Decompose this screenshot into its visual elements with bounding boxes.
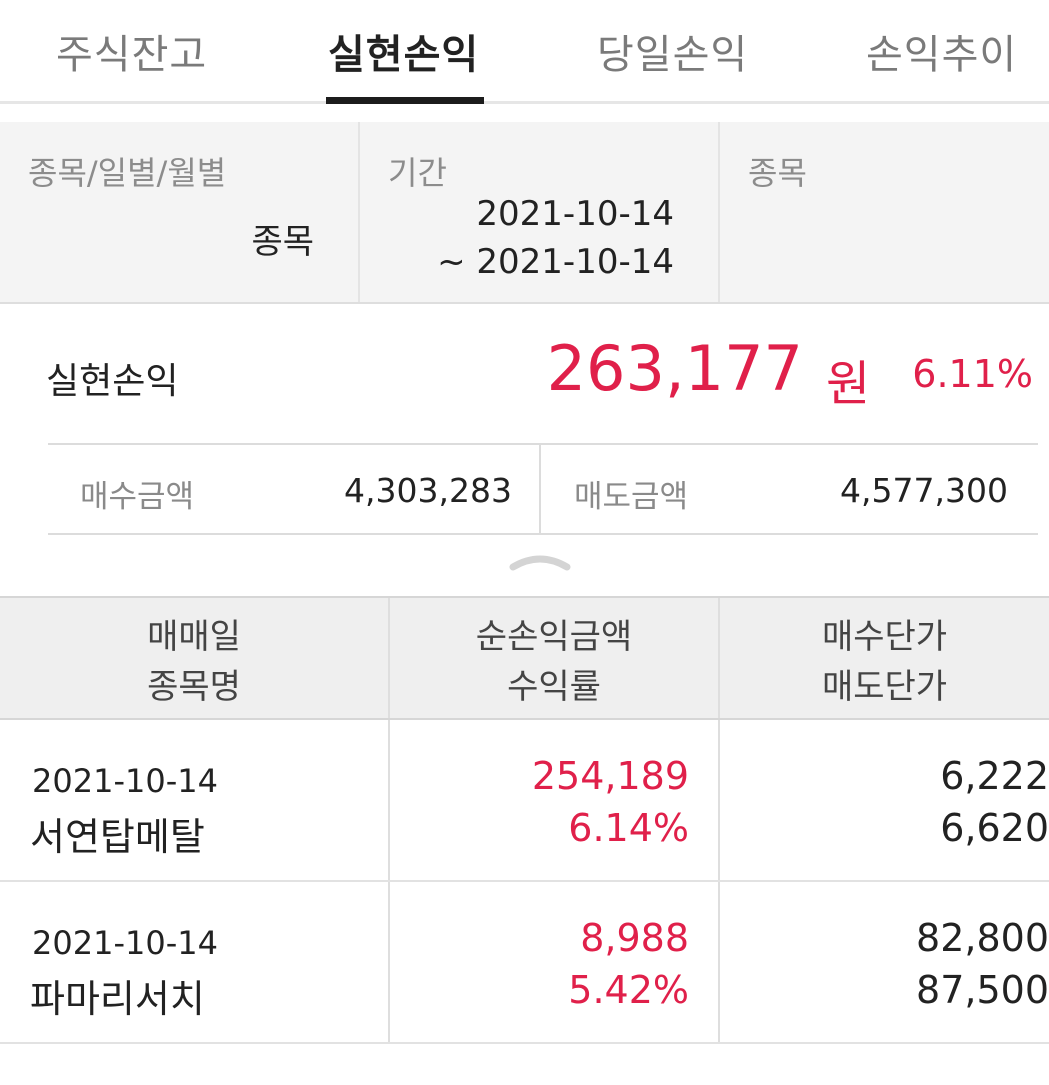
row-return-rate: 5.42%: [568, 968, 689, 1012]
amounts-divider: [539, 445, 541, 533]
column-divider: [388, 882, 390, 1042]
header-sell-price: 매도단가: [821, 667, 948, 707]
filter-divider: [718, 122, 720, 302]
row-stock-name: 서연탑메탈: [30, 815, 205, 859]
realized-pnl-amount: 263,177: [546, 332, 803, 405]
table-row[interactable]: 2021-10-14 서연탑메탈 254,189 6.14% 6,222 6,6…: [0, 720, 1049, 882]
filter-type-selector[interactable]: 종목/일별/월별 종목: [0, 122, 358, 302]
row-net-profit: 254,189: [531, 754, 689, 798]
header-buy-price: 매수단가: [821, 617, 948, 657]
table-row[interactable]: 2021-10-14 파마리서치 8,988 5.42% 82,800 87,5…: [0, 882, 1049, 1044]
filter-period-end: ~ 2021-10-14: [437, 242, 674, 282]
realized-pnl-label: 실현손익: [46, 361, 179, 402]
row-sell-price: 6,620: [940, 806, 1049, 850]
header-prices: 매수단가 매도단가: [720, 612, 1049, 712]
buy-amount-value: 4,303,283: [344, 471, 512, 510]
realized-pnl-unit: 원: [826, 356, 871, 412]
tab-pnl-trend[interactable]: 손익추이: [866, 32, 1018, 78]
filter-divider: [358, 122, 360, 302]
column-divider: [718, 598, 720, 718]
header-return-rate: 수익률: [507, 667, 601, 707]
active-tab-indicator: [326, 97, 484, 104]
row-sell-price: 87,500: [916, 968, 1049, 1012]
trade-amounts: 매수금액 4,303,283 매도금액 4,577,300: [48, 443, 1038, 535]
tab-stock-balance[interactable]: 주식잔고: [56, 32, 208, 78]
filter-stock-selector[interactable]: 종목: [720, 122, 1049, 302]
filter-period-label: 기간: [388, 154, 447, 192]
row-return-rate: 6.14%: [568, 806, 689, 850]
table-header: 매매일 종목명 순손익금액 수익률 매수단가 매도단가: [0, 596, 1049, 720]
column-divider: [388, 720, 390, 880]
row-net-profit: 8,988: [580, 916, 689, 960]
row-buy-price: 6,222: [940, 754, 1049, 798]
tab-bar: 주식잔고 실현손익 당일손익 손익추이: [0, 0, 1049, 104]
tab-daily-pnl[interactable]: 당일손익: [597, 32, 749, 78]
header-date-name: 매매일 종목명: [0, 612, 388, 712]
tab-realized-pnl[interactable]: 실현손익: [328, 32, 480, 78]
row-trade-date: 2021-10-14: [32, 924, 218, 962]
column-divider: [718, 882, 720, 1042]
collapse-chevron-icon[interactable]: [507, 549, 573, 573]
row-stock-name: 파마리서치: [30, 977, 205, 1021]
filter-period-start: 2021-10-14: [476, 194, 674, 234]
filter-type-label: 종목/일별/월별: [28, 154, 227, 192]
buy-amount-label: 매수금액: [80, 479, 195, 515]
column-divider: [718, 720, 720, 880]
filter-panel: 종목/일별/월별 종목 기간 2021-10-14 ~ 2021-10-14 종…: [0, 122, 1049, 304]
header-trade-date: 매매일: [147, 617, 241, 657]
sell-amount-value: 4,577,300: [840, 471, 1008, 510]
filter-type-value: 종목: [251, 222, 314, 262]
header-net-profit: 순손익금액: [475, 617, 633, 657]
row-buy-price: 82,800: [916, 916, 1049, 960]
sell-amount-label: 매도금액: [574, 479, 689, 515]
filter-stock-label: 종목: [748, 154, 807, 192]
row-trade-date: 2021-10-14: [32, 762, 218, 800]
realized-pnl-rate: 6.11%: [912, 352, 1033, 396]
header-profit-rate: 순손익금액 수익률: [390, 612, 718, 712]
header-stock-name: 종목명: [147, 667, 241, 707]
column-divider: [388, 598, 390, 718]
filter-period-selector[interactable]: 기간 2021-10-14 ~ 2021-10-14: [360, 122, 718, 302]
